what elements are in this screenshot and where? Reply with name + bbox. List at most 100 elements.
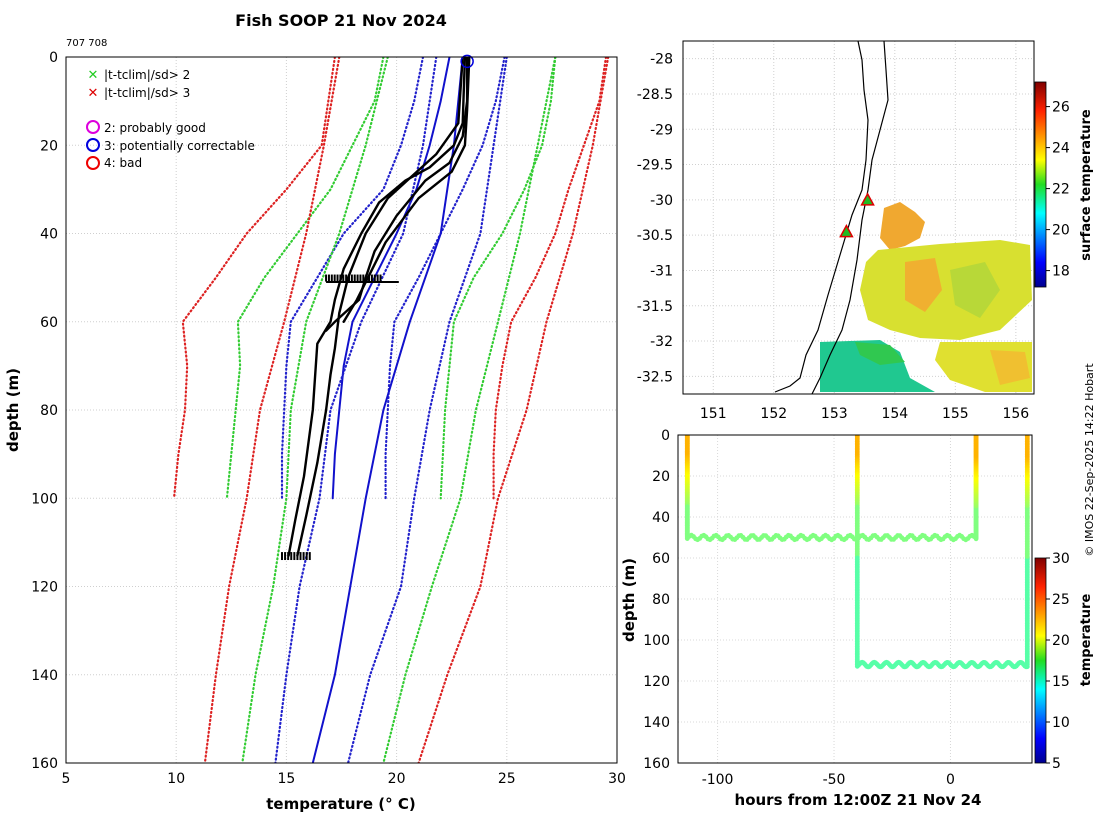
timeseries-axes-frame <box>677 434 1033 764</box>
series-clim-3sd-high-deep <box>417 57 610 763</box>
timeseries-colorbar-tick-label: 25 <box>1052 592 1070 608</box>
map-xtick-label: 154 <box>881 406 908 422</box>
timeseries-ytick-label: 0 <box>661 428 670 444</box>
timeseries-ytick-label: 120 <box>643 674 670 690</box>
map-axes-frame <box>682 40 1035 395</box>
series-clim-3sd-high <box>492 57 608 500</box>
legend-marker-x-red: ✕ <box>88 86 99 101</box>
sst-patch-yellow <box>860 240 1032 340</box>
map-colorbar-tick-label: 20 <box>1052 223 1070 239</box>
legend-item-probably-good: 2: probably good <box>104 121 206 135</box>
map-ytick-label: -28.5 <box>637 87 673 103</box>
sst-patch-greenish <box>950 262 1000 318</box>
profile-xtick-label: 5 <box>62 771 71 787</box>
profile-axes-frame <box>65 56 618 764</box>
sst-patch-orange-southeast <box>990 350 1030 385</box>
profile-ticks: 5 10 15 20 25 30 0 20 40 60 80 100 120 140 160 <box>31 50 626 787</box>
legend-item-3sd: |t-tclim|/sd> 3 <box>104 86 190 100</box>
timeseries-ytick-label: 100 <box>643 633 670 649</box>
map-xtick-label: 155 <box>942 406 969 422</box>
sst-patch-green-south <box>855 342 905 365</box>
timeseries-colorbar-tick-label: 15 <box>1052 674 1070 690</box>
timeseries-ytick-label: 160 <box>643 756 670 772</box>
profile-ytick-label: 60 <box>40 315 58 331</box>
timeseries-ytick-label: 40 <box>652 510 670 526</box>
timeseries-ylabel: depth (m) <box>620 558 638 642</box>
profile-ytick-label: 0 <box>49 50 58 66</box>
legend-item-bad: 4: bad <box>104 156 142 170</box>
timeseries-ticks: -100 -50 0 0 20 40 60 80 100 120 140 160 <box>643 428 955 788</box>
map-ytick-label: -30 <box>650 193 673 209</box>
profile-ytick-label: 40 <box>40 227 58 243</box>
map-colorbar-label: surface temperature <box>1079 109 1094 261</box>
map-xtick-label: 152 <box>760 406 787 422</box>
timeseries-xtick-label: 0 <box>946 772 955 788</box>
sst-patch-teal-south <box>820 340 935 392</box>
station-marker <box>860 192 875 206</box>
map-ytick-label: -30.5 <box>637 228 673 244</box>
legend-marker-circle-red <box>86 156 100 170</box>
credit-text: © IMOS 22-Sep-2025 14:22 Hobart <box>1083 363 1096 557</box>
timeseries-point <box>1024 435 1030 438</box>
legend-marker-circle-blue <box>86 138 100 152</box>
timeseries-ytick-label: 80 <box>652 592 670 608</box>
series-profile-4 <box>342 57 471 323</box>
timeseries-xtick-label: -50 <box>823 772 846 788</box>
map-xtick-label: 151 <box>700 406 727 422</box>
profile-ytick-label: 160 <box>31 756 58 772</box>
timeseries-colorbar <box>1034 557 1047 764</box>
timeseries-data <box>684 435 1030 670</box>
map-ytick-label: -31.5 <box>637 299 673 315</box>
map-colorbar-tick-label: 18 <box>1052 264 1070 280</box>
profile-ytick-label: 20 <box>40 138 58 154</box>
timeseries-ytick-label: 60 <box>652 551 670 567</box>
series-clim-2sd-low-deep <box>241 57 389 763</box>
profile-ytick-label: 140 <box>31 668 58 684</box>
map-stations <box>839 192 875 238</box>
map-ytick-label: -32 <box>650 334 673 350</box>
series-clim-3sd-low-deep <box>203 57 341 763</box>
map-colorbar-tick-label: 26 <box>1052 100 1070 116</box>
legend-marker-circle-magenta <box>86 120 100 134</box>
profile-ylabel: depth (m) <box>4 368 22 452</box>
sst-patch-orange-mid <box>905 258 942 312</box>
legend: ✕ |t-tclim|/sd> 2 ✕ |t-tclim|/sd> 3 2: p… <box>86 68 255 170</box>
timeseries-colorbar-tick-label: 5 <box>1052 756 1061 772</box>
sst-patch-warm-north <box>880 202 925 250</box>
series-clim-3sd-low <box>172 57 336 500</box>
profile-markers <box>280 54 474 561</box>
shelf-contour <box>811 41 889 394</box>
series-clim-2sd-high-deep <box>382 57 557 763</box>
chart-title: Fish SOOP 21 Nov 2024 <box>235 11 447 30</box>
series-clim-1sd-low-deep <box>274 57 438 763</box>
series-profile-3 <box>324 57 469 332</box>
profile-ytick-label: 120 <box>31 580 58 596</box>
flag-correctable-circle <box>460 54 474 69</box>
map-colorbar-ticks: 18 20 22 24 26 <box>1046 100 1070 280</box>
map-ytick-label: -32.5 <box>637 369 673 385</box>
map-colorbar-tick-label: 24 <box>1052 141 1070 157</box>
profile-xtick-label: 15 <box>277 771 295 787</box>
series-clim-1sd-high <box>384 57 506 500</box>
map-ytick-label: -29.5 <box>637 158 673 174</box>
profile-xtick-label: 30 <box>608 771 626 787</box>
map-sst-field <box>820 202 1032 392</box>
timeseries-colorbar-ticks: 5 10 15 20 25 30 <box>1046 551 1070 772</box>
profile-xlabel: temperature (° C) <box>266 795 416 813</box>
series-profile-1 <box>287 57 467 557</box>
timeseries-point <box>973 435 979 438</box>
map-ytick-label: -31 <box>650 263 673 279</box>
series-clim-1sd-high-deep <box>347 57 508 763</box>
map-xtick-label: 156 <box>1002 406 1029 422</box>
station-marker <box>839 224 854 238</box>
legend-marker-x-green: ✕ <box>88 68 99 83</box>
map-ytick-label: -28 <box>650 52 673 68</box>
profile-xtick-label: 25 <box>498 771 516 787</box>
map-colorbar-tick-label: 22 <box>1052 182 1070 198</box>
timeseries-ytick-label: 20 <box>652 469 670 485</box>
map-ytick-label: -29 <box>650 122 673 138</box>
legend-item-2sd: |t-tclim|/sd> 2 <box>104 68 190 82</box>
map-ticks: 151 152 153 154 155 156 -28 -28.5 -29 -29.5 -30 -30… <box>637 52 1030 422</box>
timeseries-colorbar-tick-label: 10 <box>1052 715 1070 731</box>
series-clim-1sd-low <box>280 57 425 500</box>
